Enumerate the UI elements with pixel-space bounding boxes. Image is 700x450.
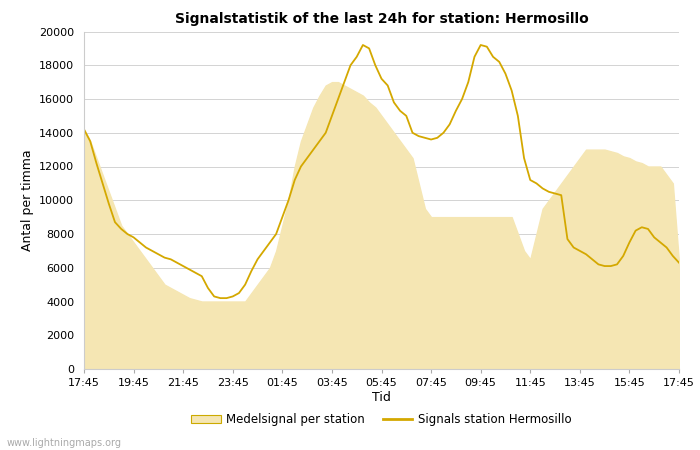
- Y-axis label: Antal per timma: Antal per timma: [20, 149, 34, 251]
- X-axis label: Tid: Tid: [372, 391, 391, 404]
- Text: www.lightningmaps.org: www.lightningmaps.org: [7, 438, 122, 448]
- Legend: Medelsignal per station, Signals station Hermosillo: Medelsignal per station, Signals station…: [186, 408, 577, 431]
- Title: Signalstatistik of the last 24h for station: Hermosillo: Signalstatistik of the last 24h for stat…: [174, 12, 589, 26]
